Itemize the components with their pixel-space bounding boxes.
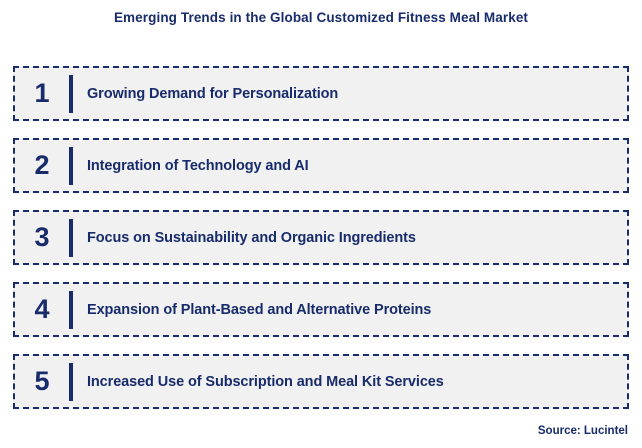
- row-divider: [69, 290, 73, 329]
- trend-label: Integration of Technology and AI: [87, 157, 309, 174]
- trend-rank-number: 5: [34, 365, 50, 396]
- trend-rank-number: 2: [34, 149, 50, 180]
- trend-label: Focus on Sustainability and Organic Ingr…: [87, 229, 416, 246]
- row-divider: [69, 146, 73, 185]
- trend-rank-number: 1: [34, 77, 50, 108]
- list-item: 3 Focus on Sustainability and Organic In…: [13, 210, 629, 265]
- trend-label: Increased Use of Subscription and Meal K…: [87, 373, 444, 390]
- list-item: 4 Expansion of Plant-Based and Alternati…: [13, 282, 629, 337]
- row-divider: [69, 218, 73, 257]
- row-divider: [69, 74, 73, 113]
- row-divider: [69, 362, 73, 401]
- trend-rank-number: 3: [34, 221, 50, 252]
- trend-label: Growing Demand for Personalization: [87, 85, 339, 102]
- list-item: 5 Increased Use of Subscription and Meal…: [13, 354, 629, 409]
- page-title: Emerging Trends in the Global Customized…: [113, 10, 529, 25]
- source-attribution: Source: Lucintel: [537, 425, 628, 437]
- list-item: 1 Growing Demand for Personalization: [13, 66, 629, 121]
- list-item: 2 Integration of Technology and AI: [13, 138, 629, 193]
- trend-list: 1 Growing Demand for Personalization 2 I…: [13, 66, 629, 409]
- trend-rank-number: 4: [34, 293, 50, 324]
- trend-label: Expansion of Plant-Based and Alternative…: [87, 301, 432, 318]
